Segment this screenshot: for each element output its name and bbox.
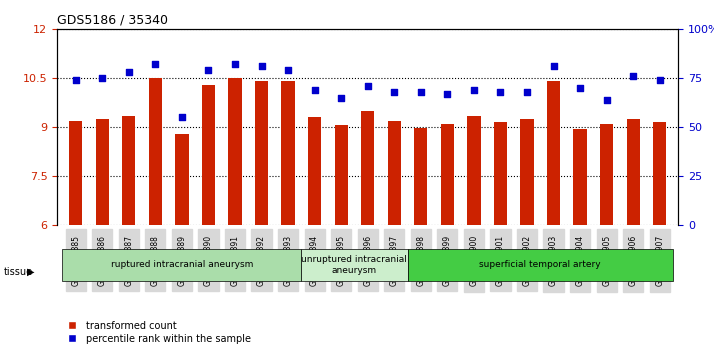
Point (362, 83, 373, 89)
Point (96, 75, 108, 81)
Bar (202, 85, 215, 225)
Bar (281, 81, 295, 225)
Point (203, 67, 214, 73)
Point (388, 89, 400, 95)
Bar (467, 116, 481, 225)
Bar (600, 124, 613, 225)
Bar (521, 119, 533, 225)
Text: ▶: ▶ (27, 267, 35, 277)
Point (150, 61, 161, 67)
Bar (69, 121, 82, 225)
Bar (573, 129, 587, 225)
Text: superficial temporal artery: superficial temporal artery (479, 261, 601, 269)
Legend: transformed count, percentile rank within the sample: transformed count, percentile rank withi… (62, 321, 251, 344)
Text: ruptured intracranial aneurysm: ruptured intracranial aneurysm (111, 261, 253, 269)
Bar (494, 122, 507, 225)
Bar (96, 119, 109, 225)
Bar (175, 134, 188, 225)
Point (176, 114, 188, 120)
Point (468, 87, 480, 93)
Point (229, 61, 241, 67)
Point (574, 85, 585, 91)
Bar (335, 125, 348, 225)
Bar (441, 124, 454, 225)
Bar (122, 116, 136, 225)
Point (309, 87, 321, 93)
Bar (653, 122, 666, 225)
Bar (228, 78, 241, 225)
Bar (149, 78, 162, 225)
Bar (408, 249, 673, 281)
Bar (414, 128, 428, 225)
Bar (301, 249, 408, 281)
Point (415, 89, 426, 95)
Bar (547, 81, 560, 225)
Point (282, 67, 293, 73)
Point (123, 69, 134, 75)
Text: GDS5186 / 35340: GDS5186 / 35340 (57, 13, 168, 26)
Point (628, 73, 639, 79)
Bar (255, 81, 268, 225)
Bar (62, 249, 301, 281)
Point (70, 77, 81, 83)
Point (521, 89, 533, 95)
Bar (626, 119, 640, 225)
Bar (308, 117, 321, 225)
Point (654, 77, 665, 83)
Text: tissue: tissue (4, 267, 33, 277)
Bar (361, 111, 374, 225)
Point (495, 89, 506, 95)
Bar (388, 121, 401, 225)
Point (601, 97, 613, 102)
Point (442, 91, 453, 97)
Point (336, 95, 347, 101)
Text: unruptured intracranial
aneurysm: unruptured intracranial aneurysm (301, 255, 408, 275)
Point (256, 64, 267, 69)
Point (548, 64, 559, 69)
